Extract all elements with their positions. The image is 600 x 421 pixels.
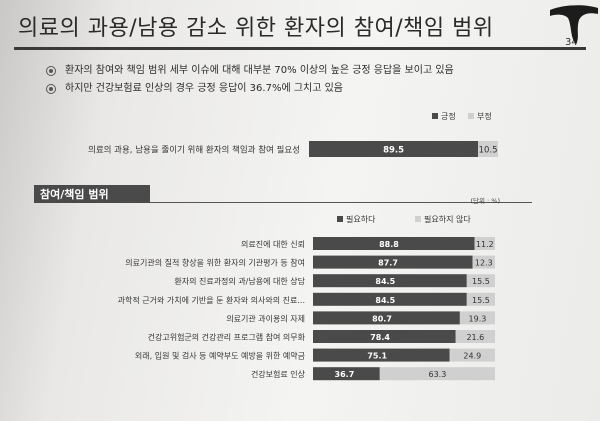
data-label: 15.5 — [472, 296, 490, 305]
bullet-text: 환자의 참여와 책임 범위 세부 이슈에 대해 대부분 70% 이상의 높은 긍… — [65, 65, 454, 76]
data-label: 84.5 — [375, 277, 395, 286]
legend-label: 필요하지 않다 — [424, 214, 471, 224]
data-label: 11.2 — [476, 240, 494, 249]
legend-swatch — [415, 216, 421, 222]
bar-segment-positive — [313, 367, 380, 381]
unit-note: (단위 : %) — [470, 196, 500, 205]
data-label: 36.7 — [335, 370, 355, 379]
data-label: 88.8 — [379, 240, 399, 249]
legend-label: 긍정 — [441, 111, 456, 121]
category-label: 과학적 근거와 가치에 기반을 둔 환자와 의사와의 진료... — [118, 295, 305, 305]
data-label: 84.5 — [375, 296, 395, 305]
category-label: 의료기관 과이용의 자제 — [226, 313, 305, 323]
legend-swatch — [337, 216, 343, 222]
data-label: 78.4 — [370, 333, 390, 342]
category-label: 외래, 입원 및 검사 등 예약부도 예방을 위한 예약금 — [135, 351, 305, 361]
data-label: 21.6 — [466, 333, 484, 342]
bar-segment-negative — [455, 330, 495, 343]
summary-bullets: 환자의 참여와 책임 범위 세부 이슈에 대해 대부분 70% 이상의 높은 긍… — [46, 62, 454, 98]
data-label: 12.3 — [475, 259, 493, 268]
title-divider — [14, 47, 586, 50]
legend-swatch — [432, 113, 438, 119]
data-label: 24.9 — [463, 352, 481, 361]
bar-segment-positive — [313, 348, 450, 362]
bar-segment-negative — [472, 255, 495, 269]
bar-segment-positive — [309, 141, 479, 157]
data-label: 87.7 — [378, 259, 398, 268]
section-underline — [150, 202, 532, 203]
data-label: 63.3 — [428, 370, 446, 379]
bar-segment-positive — [313, 330, 456, 343]
bullet-item: 하지만 건강보험료 인상의 경우 긍정 응답이 36.7%에 그치고 있음 — [46, 80, 454, 98]
corner-brush-decoration — [550, 5, 598, 44]
bar-segment-positive — [313, 237, 475, 250]
legend-label: 부정 — [477, 111, 492, 121]
bar-segment-positive — [313, 274, 467, 288]
bar-segment-positive — [313, 255, 473, 269]
category-label: 환자의 진료과정의 과/남용에 대한 상담 — [174, 276, 305, 286]
section-title: 참여/책임 범위 — [40, 188, 109, 201]
category-label: 의료의 과용, 남용을 줄이기 위해 환자의 책임과 참여 필요성 — [88, 145, 300, 156]
circle-bullet-icon — [46, 84, 56, 94]
circle-bullet-icon — [46, 66, 56, 76]
section-header-bar — [34, 185, 150, 203]
category-label: 건강고위험군의 건강관리 프로그램 참여 의무화 — [148, 332, 306, 342]
legend-swatch — [468, 113, 474, 119]
page-title: 의료의 과용/남용 감소 위한 환자의 참여/책임 범위 — [18, 16, 494, 41]
page-number: 34 — [565, 37, 578, 48]
category-label: 의료기관의 질적 향상을 위한 환자의 기관평가 등 참여 — [125, 258, 305, 268]
bar-segment-negative — [379, 367, 495, 381]
category-label: 건강보험료 인상 — [251, 369, 306, 379]
data-label: 10.5 — [479, 146, 498, 156]
bar-segment-negative — [478, 141, 498, 157]
bar-segment-negative — [466, 274, 495, 288]
bar-segment-positive — [313, 311, 460, 325]
data-label: 19.3 — [469, 314, 487, 323]
bar-segment-negative — [474, 237, 495, 250]
bullet-text: 하지만 건강보험료 인상의 경우 긍정 응답이 36.7%에 그치고 있음 — [65, 83, 343, 94]
bar-segment-positive — [313, 292, 467, 306]
bar-segment-negative — [449, 348, 495, 362]
category-label: 의료진에 대한 신뢰 — [241, 239, 305, 249]
data-label: 89.5 — [383, 146, 404, 156]
bar-segment-negative — [459, 311, 495, 325]
data-label: 15.5 — [472, 277, 490, 286]
data-label: 80.7 — [372, 314, 392, 323]
legend-label: 필요하다 — [346, 214, 376, 224]
data-label: 75.1 — [367, 352, 387, 361]
bar-segment-negative — [466, 292, 495, 306]
bullet-item: 환자의 참여와 책임 범위 세부 이슈에 대해 대부분 70% 이상의 높은 긍… — [46, 62, 454, 80]
